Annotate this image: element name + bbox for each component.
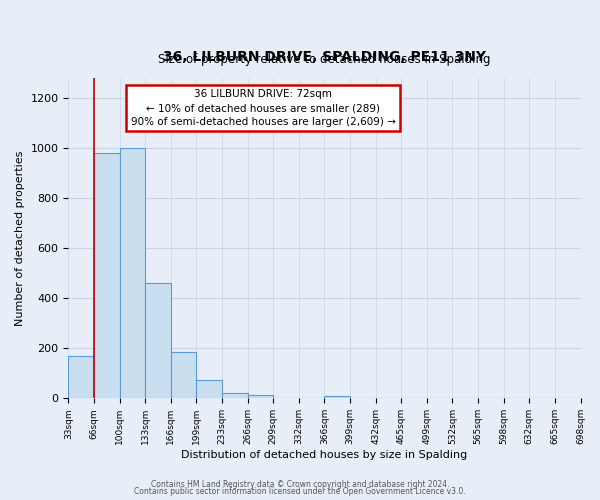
Bar [119, 148, 145, 399]
Text: 36 LILBURN DRIVE: 72sqm
← 10% of detached houses are smaller (289)
90% of semi-d: 36 LILBURN DRIVE: 72sqm ← 10% of detache… [131, 89, 395, 127]
Bar [94, 153, 119, 398]
Bar [196, 380, 222, 398]
Bar [145, 283, 171, 399]
Text: Contains public sector information licensed under the Open Government Licence v3: Contains public sector information licen… [134, 488, 466, 496]
Bar [68, 356, 94, 399]
Text: Contains HM Land Registry data © Crown copyright and database right 2024.: Contains HM Land Registry data © Crown c… [151, 480, 449, 489]
Bar [248, 394, 273, 398]
Bar [325, 396, 350, 398]
Text: Size of property relative to detached houses in Spalding: Size of property relative to detached ho… [158, 54, 491, 66]
Bar [171, 352, 196, 399]
Y-axis label: Number of detached properties: Number of detached properties [15, 150, 25, 326]
Title: 36, LILBURN DRIVE, SPALDING, PE11 3NY: 36, LILBURN DRIVE, SPALDING, PE11 3NY [163, 50, 486, 64]
Bar [222, 393, 248, 398]
X-axis label: Distribution of detached houses by size in Spalding: Distribution of detached houses by size … [181, 450, 467, 460]
